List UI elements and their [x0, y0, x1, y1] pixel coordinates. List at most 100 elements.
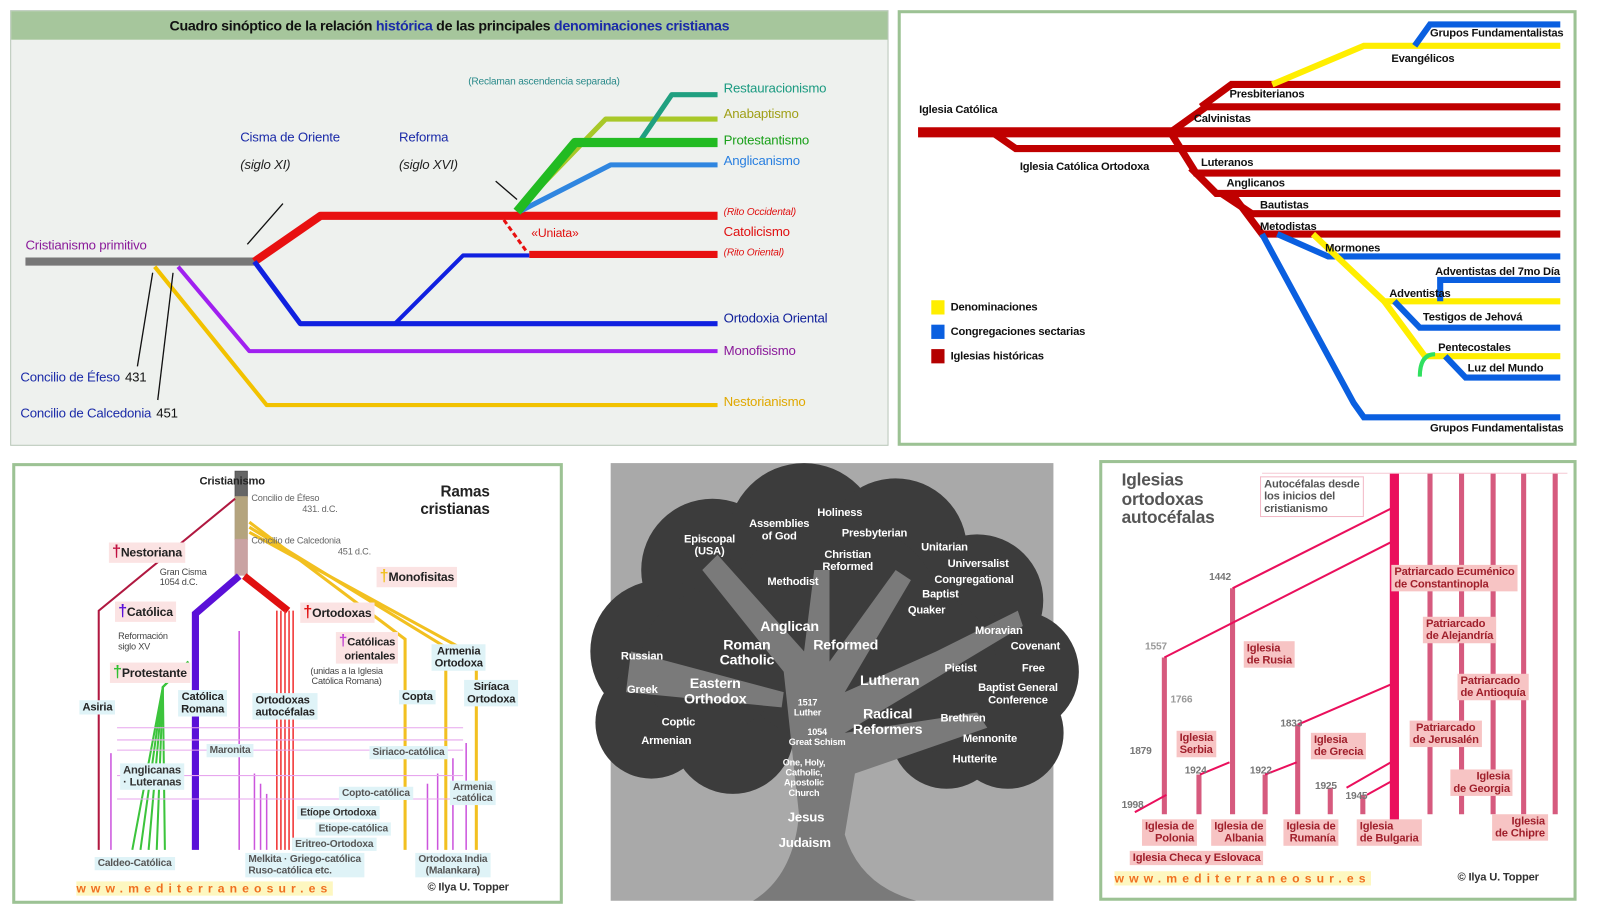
label-christian-reformed: Christian Reformed: [822, 548, 874, 574]
cross-icon: †: [379, 567, 389, 586]
label-brethren: Brethren: [940, 712, 986, 725]
label-judaism: Judaism: [778, 834, 831, 850]
label-y1557: 1557: [1145, 641, 1167, 653]
label-nestorianismo: Nestorianismo: [723, 393, 806, 410]
label-india: Ortodoxa India (Malankara): [415, 852, 491, 878]
label-protestantismo: Protestantismo: [723, 132, 810, 148]
legend-swatch: [931, 300, 945, 315]
label-bulgaria: Iglesia de Bulgaria: [1356, 819, 1422, 846]
label-y1998: 1998: [1121, 799, 1144, 812]
line-1998: [1134, 794, 1167, 814]
label-pietist: Pietist: [944, 662, 977, 675]
label-etiope-ortodoxa: Etíope Ortodoxa: [297, 806, 380, 820]
label-unitarian: Unitarian: [921, 541, 968, 554]
label-grupos-bottom: Grupos Fundamentalistas: [1430, 422, 1564, 435]
label-grecia: Iglesia de Grecia: [1310, 732, 1367, 760]
label-grupos-top: Grupos Fundamentalistas: [1430, 27, 1564, 40]
cross-icon: †: [118, 602, 127, 620]
label-title: Ramas cristianas: [420, 483, 490, 518]
label-cisma: Cisma de Oriente: [240, 129, 340, 145]
label-text: Nestoriana: [120, 545, 182, 560]
label-bgc: Baptist General Conference: [978, 681, 1058, 707]
label-anglican: Anglican: [760, 617, 819, 635]
label-albania: Iglesia de Albania: [1211, 819, 1267, 846]
label-armenian: Armenian: [641, 734, 692, 748]
footer-url: www.mediterraneosur.es: [76, 881, 333, 896]
label-etiope-catolica: Etiope-católica: [315, 822, 391, 836]
cross-icon: †: [338, 632, 348, 650]
label-reformacion: Reformación siglo XV: [118, 631, 168, 652]
line-1442: [1232, 505, 1395, 590]
line-uniata: [502, 218, 529, 254]
autocefalas-lines: [1134, 472, 1568, 830]
line-evangelicos: [1271, 42, 1561, 88]
label-luteranos: Luteranos: [1201, 156, 1254, 169]
council-name: Concilio de Éfeso: [20, 369, 120, 385]
line-1557: [1163, 539, 1395, 659]
line-ortodoxia: [252, 260, 718, 327]
tree-branch-orthodox: [625, 651, 784, 708]
label-y1766: 1766: [1170, 694, 1193, 706]
label-anglicanas: Anglicanas · Luteranas: [120, 763, 185, 791]
label-eastern-orthodox: Eastern Orthodox: [683, 674, 747, 707]
label-cristianismo: Cristianismo primitivo: [25, 237, 147, 253]
label-moravian: Moravian: [975, 624, 1023, 638]
label-calcedonia: Concilio de Calcedonia: [251, 535, 341, 546]
legend-label: Congregaciones sectarias: [950, 325, 1086, 338]
label-jesus: Jesus: [787, 809, 825, 825]
footer-url: www.mediterraneosur.es: [1114, 871, 1371, 886]
legend-label: Iglesias históricas: [950, 350, 1044, 363]
label-anglicanismo: Anglicanismo: [723, 152, 800, 168]
label-y1879: 1879: [1129, 746, 1152, 758]
label-adventistas7: Adventistas del 7mo Día: [1435, 265, 1560, 278]
label-iglesia-catolica: Iglesia Católica: [919, 103, 998, 117]
label-alejandria: Patriarcado de Alejandría: [1422, 616, 1497, 644]
label-church: One, Holy, Catholic, Apostolic Church: [782, 757, 826, 798]
line-catolica: [191, 573, 242, 850]
label-y1945: 1945: [1345, 790, 1368, 803]
label-schism: 1054 Great Schism: [788, 726, 846, 747]
cross-icon: †: [303, 603, 313, 621]
cross-icon: †: [112, 663, 122, 681]
label-text: Católica: [126, 604, 173, 619]
label-ortodoxas-autocefalas: Ortodoxas autocéfalas: [252, 693, 318, 720]
label-gran-cisma: Gran Cisma 1054 d.C.: [159, 566, 207, 588]
label-caldeo: Caldeo-Católica: [94, 856, 175, 871]
label-text: Protestante: [121, 665, 187, 680]
label-reforma: Reforma: [398, 129, 449, 145]
title-text: Cuadro sinóptico de la relación: [169, 17, 376, 34]
label-y1833: 1833: [1280, 718, 1303, 730]
label-luther: 1517 Luther: [793, 697, 822, 718]
line-presbiterianos: [1198, 80, 1561, 110]
label-covenant: Covenant: [1010, 640, 1061, 653]
label-georgia: Iglesia de Georgia: [1450, 769, 1513, 797]
label-ortodoxas: †Ortodoxas: [300, 602, 375, 623]
label-text: Católicas orientales: [344, 636, 396, 663]
label-y1924: 1924: [1184, 765, 1207, 777]
label-reforma-siglo: (siglo XVI): [398, 156, 458, 173]
legend-swatch: [931, 324, 945, 339]
label-hutterite: Hutterite: [952, 753, 997, 766]
label-desde: Autocéfalas desde los inicios del cristi…: [1260, 476, 1364, 518]
label-monofisismo: Monofisismo: [723, 342, 796, 359]
label-checa: Iglesia Checa y Eslovaca: [1129, 850, 1264, 866]
line-anglicanos: [1188, 165, 1561, 197]
label-melkita: Melkita · Griego-católica Ruso-católica …: [245, 852, 364, 878]
line-catolicismo: [252, 211, 718, 265]
label-copta: Copta: [398, 690, 436, 705]
label-serbia: Iglesia Serbia: [1176, 730, 1217, 758]
label-protestante: †Protestante: [109, 662, 190, 683]
label-siriaca-ortodoxa: Siríaca Ortodoxa: [464, 679, 519, 707]
label-coptic: Coptic: [661, 716, 696, 729]
label-presbiterianos: Presbiterianos: [1229, 88, 1305, 101]
label-constantinopla: Patriarcado Ecuménico de Constantinopla: [1391, 564, 1518, 592]
line-anglicanismo: [519, 162, 718, 213]
line-grupos-fundamentalistas-top: [1412, 21, 1561, 48]
label-reformed: Reformed: [813, 636, 879, 653]
label-armenia-ortodoxa: Armenia Ortodoxa: [431, 644, 486, 671]
line-catolica-ortodoxa: [990, 129, 1561, 153]
label-baptist: Baptist: [922, 588, 959, 601]
line-monofisismo: [176, 265, 718, 354]
label-russian: Russian: [620, 650, 664, 663]
